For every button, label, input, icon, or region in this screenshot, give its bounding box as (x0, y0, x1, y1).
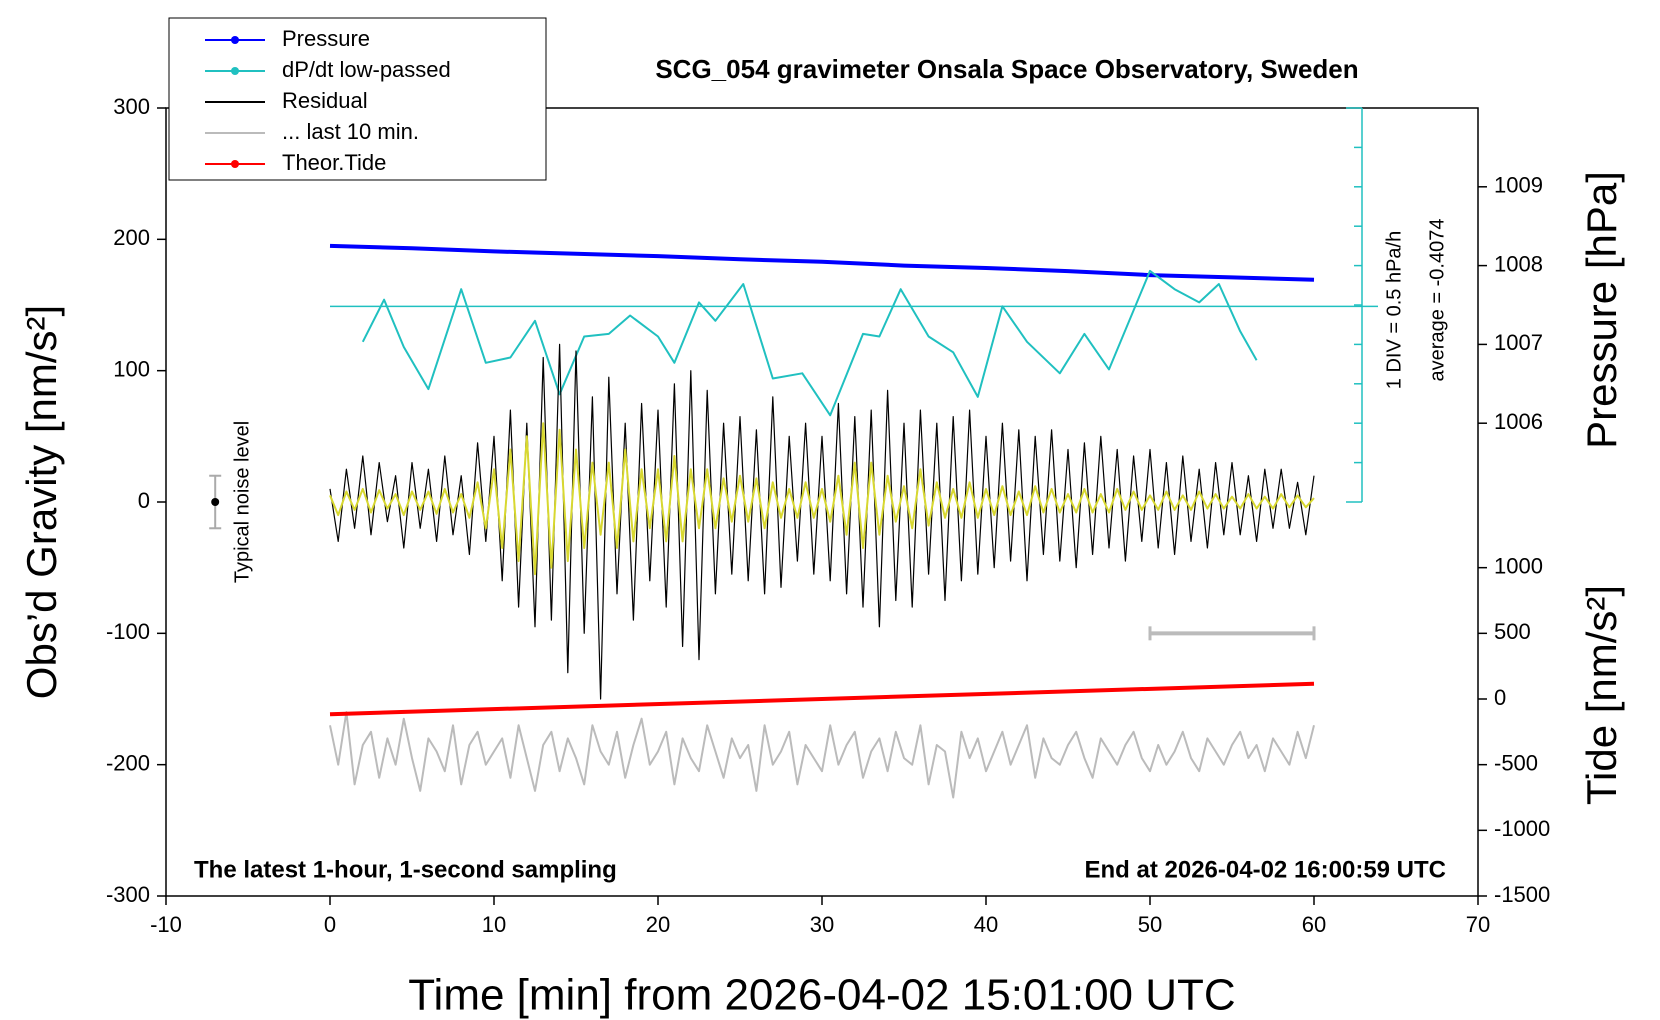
y-tick-label: -100 (106, 619, 150, 644)
legend-label: dP/dt low-passed (282, 57, 451, 82)
y2-axis-title: Pressure [hPa] (1578, 171, 1625, 449)
legend-label: Residual (282, 88, 368, 113)
y2-tick-label: 1008 (1494, 251, 1543, 276)
x-tick-label: 30 (810, 912, 834, 937)
y3-tick-label: -1500 (1494, 882, 1550, 907)
legend-marker (231, 160, 239, 168)
series-line (329, 681, 1315, 717)
series-line (329, 422, 1315, 576)
dpdt-scale: 1 DIV = 0.5 hPa/h (1383, 231, 1405, 389)
y3-tick-label: -1000 (1494, 816, 1550, 841)
legend-marker (231, 67, 239, 75)
y-tick-label: 0 (138, 488, 150, 513)
x-tick-label: 10 (482, 912, 506, 937)
x-tick-label: 20 (646, 912, 670, 937)
series-line (329, 711, 1315, 799)
y3-tick-label: 1000 (1494, 553, 1543, 578)
x-tick-label: 70 (1466, 912, 1490, 937)
x-tick-label: -10 (150, 912, 182, 937)
legend-label: ... last 10 min. (282, 119, 419, 144)
y2-tick-label: 1006 (1494, 409, 1543, 434)
y3-axis-title: Tide [nm/s²] (1578, 585, 1625, 805)
noise-point (211, 498, 220, 506)
y-tick-label: 100 (113, 356, 150, 381)
note-left: The latest 1-hour, 1-second sampling (194, 856, 617, 883)
x-tick-label: 0 (324, 912, 336, 937)
note-right: End at 2026-04-02 16:00:59 UTC (1085, 856, 1447, 883)
y3-tick-label: 500 (1494, 619, 1531, 644)
legend-label: Pressure (282, 26, 370, 51)
y2-tick-label: 1007 (1494, 330, 1543, 355)
x-axis-title: Time [min] from 2026-04-02 15:01:00 UTC (408, 971, 1235, 1020)
legend-label: Theor.Tide (282, 150, 386, 175)
y-axis-title: Obs’d Gravity [nm/s²] (18, 305, 65, 699)
legend-marker (231, 36, 239, 44)
x-tick-label: 40 (974, 912, 998, 937)
series-line (329, 243, 1315, 282)
legend-box (168, 17, 547, 181)
x-tick-label: 50 (1138, 912, 1162, 937)
chart-title: SCG_054 gravimeter Onsala Space Observat… (655, 54, 1358, 84)
y-tick-label: 300 (113, 94, 150, 119)
noise-label: Typical noise level (231, 421, 253, 583)
x-tick-label: 60 (1302, 912, 1326, 937)
series-line (361, 269, 1258, 417)
y-tick-label: -300 (106, 882, 150, 907)
y-tick-label: 200 (113, 225, 150, 250)
y-tick-label: -200 (106, 750, 150, 775)
legend: Pressure dP/dt low-passed Residual ... last… (168, 17, 547, 181)
y3-tick-label: 0 (1494, 685, 1506, 710)
y3-tick-label: -500 (1494, 750, 1538, 775)
plot-frame (165, 107, 1479, 897)
series-line (329, 343, 1315, 700)
y2-tick-label: 1009 (1494, 173, 1543, 198)
dpdt-average: average = -0.4074 (1426, 219, 1448, 382)
